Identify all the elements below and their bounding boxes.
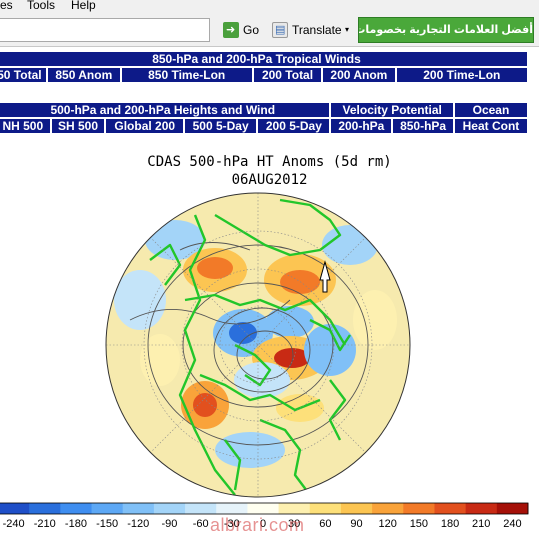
colorbar-tick-label: 30 <box>288 518 300 530</box>
colorbar-tick-label: 90 <box>350 518 362 530</box>
colorbar-outline <box>0 502 529 515</box>
colorbar-swatch <box>29 503 61 514</box>
colorbar-swatch <box>372 503 404 514</box>
nav-link-global-200[interactable]: Global 200 <box>106 119 184 133</box>
nav-link-sh-500[interactable]: SH 500 <box>51 119 105 133</box>
colorbar-swatch <box>247 503 280 514</box>
colorbar-swatch <box>91 503 124 514</box>
figure-title: CDAS 500-hPa HT Anoms (5d rm) <box>147 154 392 170</box>
colorbar-swatch <box>185 503 217 514</box>
nav-link-200-5day[interactable]: 200 5-Day <box>258 119 330 133</box>
translate-label: Translate <box>292 23 342 37</box>
nav-link-200-anom[interactable]: 200 Anom <box>323 68 395 82</box>
velocity-potential-header: Velocity Potential <box>331 103 453 117</box>
ad-banner[interactable]: أفضل العلامات التجارية بخصومات 85%! <box>358 17 534 43</box>
colorbar-tick-label: 150 <box>410 518 428 530</box>
colorbar-swatch <box>60 503 93 514</box>
nav-link-vp-200[interactable]: 200-hPa <box>331 119 392 133</box>
map-border <box>105 192 411 498</box>
colorbar-swatch <box>216 503 248 514</box>
colorbar-tick-label: 0 <box>260 518 266 530</box>
translate-button[interactable]: Translate ▾ <box>272 19 352 41</box>
colorbar-swatch <box>465 503 498 514</box>
mouse-cursor-icon <box>319 260 331 293</box>
colorbar-tick-label: -150 <box>96 518 118 530</box>
colorbar-swatch <box>122 503 155 514</box>
polar-map <box>106 193 410 497</box>
menu-item-edit[interactable]: es <box>0 0 13 12</box>
figure-date: 06AUG2012 <box>231 172 308 188</box>
colorbar-tick-label: -90 <box>162 518 178 530</box>
colorbar: -240 -210 -180 -150 -120 -90 -60 -30 0 30 60 90 120 1… <box>0 502 529 530</box>
colorbar-tick-label: 210 <box>472 518 490 530</box>
colorbar-tick-label: -240 <box>3 518 25 530</box>
colorbar-tick-label: -180 <box>65 518 87 530</box>
colorbar-tick-label: 240 <box>503 518 521 530</box>
nav-link-850-anom[interactable]: 850 Anom <box>48 68 120 82</box>
nav-link-850-time-lon[interactable]: 850 Time-Lon <box>121 68 252 82</box>
go-label: Go <box>243 23 260 37</box>
dropdown-caret-icon: ▾ <box>345 25 350 34</box>
menu-item-tools[interactable]: Tools <box>27 0 56 12</box>
menu-item-help[interactable]: Help <box>71 0 96 12</box>
colorbar-swatch <box>340 503 373 514</box>
colorbar-swatch <box>278 503 311 514</box>
colorbar-swatch <box>309 503 342 514</box>
toolbar: Go Translate ▾ أفضل العلامات التجارية بخ… <box>0 14 539 47</box>
colorbar-tick-label: -210 <box>34 518 56 530</box>
nav-link-200-total[interactable]: 200 Total <box>253 68 322 82</box>
tropical-winds-nav: 850-hPa and 200-hPa Tropical Winds 850 T… <box>0 50 529 84</box>
nav-link-nh-500[interactable]: NH 500 <box>0 119 50 133</box>
nav-link-850-total[interactable]: 850 Total <box>0 68 47 82</box>
colorbar-swatch <box>496 503 529 514</box>
colorbar-tick-label: -60 <box>193 518 209 530</box>
nav-link-200-time-lon[interactable]: 200 Time-Lon <box>396 68 527 82</box>
nav-link-heat-cont[interactable]: Heat Cont <box>454 119 527 133</box>
colorbar-tick-label: 180 <box>441 518 459 530</box>
colorbar-swatch <box>403 503 435 514</box>
go-button[interactable]: Go <box>223 19 263 41</box>
go-arrow-icon <box>223 19 239 41</box>
colorbar-tick-label: 120 <box>379 518 397 530</box>
tropical-winds-header: 850-hPa and 200-hPa Tropical Winds <box>0 52 527 66</box>
colorbar-tick-label: -120 <box>127 518 149 530</box>
colorbar-tick-label: 60 <box>319 518 331 530</box>
colorbar-swatch <box>0 503 30 514</box>
ocean-header: Ocean <box>454 103 527 117</box>
translate-icon <box>272 19 288 41</box>
heights-wind-header: 500-hPa and 200-hPa Heights and Wind <box>0 103 330 117</box>
menu-bar: es Tools Help <box>0 0 539 14</box>
colorbar-swatch <box>153 503 186 514</box>
colorbar-swatch <box>434 503 467 514</box>
nav-link-500-5day[interactable]: 500 5-Day <box>185 119 257 133</box>
nav-link-vp-850[interactable]: 850-hPa <box>393 119 453 133</box>
watermark-text: albrari.com <box>210 515 305 535</box>
colorbar-tick-label: -30 <box>224 518 240 530</box>
address-input[interactable] <box>0 18 210 42</box>
heights-wind-nav: 500-hPa and 200-hPa Heights and Wind Vel… <box>0 101 529 135</box>
